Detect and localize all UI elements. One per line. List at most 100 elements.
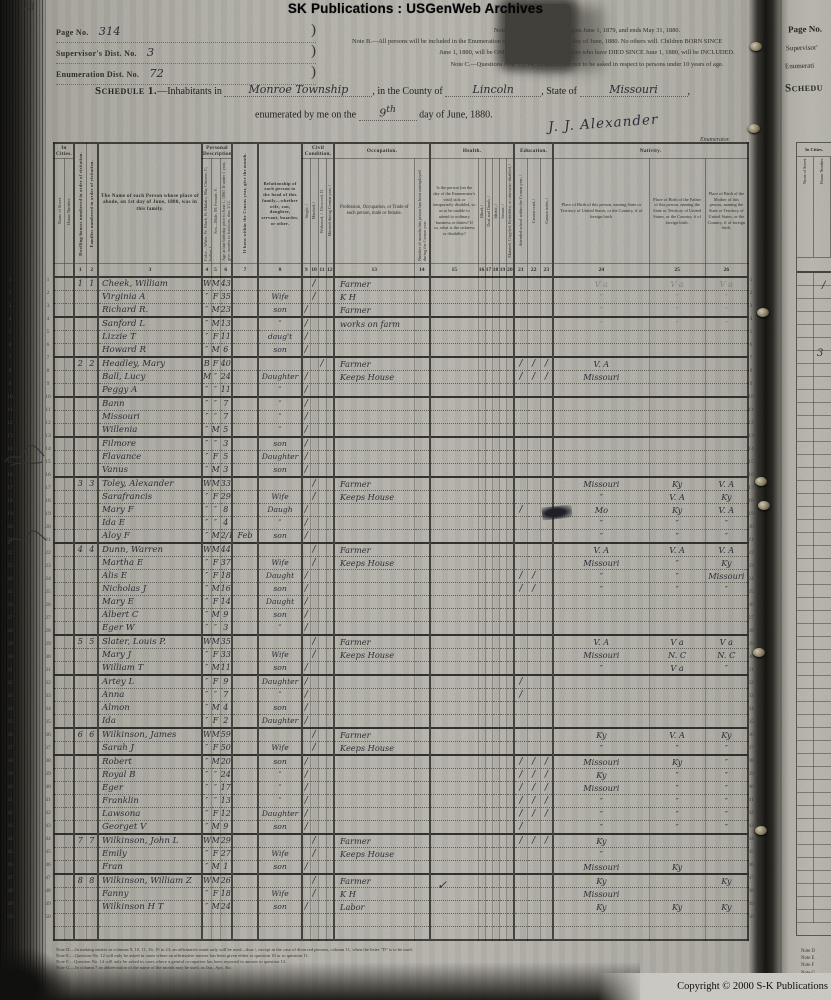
cell-family-no	[85, 556, 99, 570]
cell-sex: ″	[210, 436, 221, 451]
census-row: Missouri ″ ″ 7 ″ /	[53, 410, 749, 424]
cell-single: /	[301, 450, 311, 464]
cell-blind	[477, 370, 486, 384]
col-number: 5	[210, 263, 221, 278]
cell-father-birthplace: V. A	[648, 727, 706, 742]
cell-color: ″	[201, 741, 212, 755]
line-number: 18	[45, 498, 51, 504]
cell-birthplace	[552, 714, 650, 728]
cell-mother-birthplace: ″	[704, 820, 749, 834]
cell-dwelling-no	[73, 621, 87, 635]
group-header-row: In Cities. Dwelling-houses numbered in o…	[53, 142, 749, 264]
cell-months-unemployed	[413, 490, 432, 504]
line-number: 33	[45, 693, 51, 699]
cell-family-no	[85, 370, 99, 384]
cell-cannot-write	[539, 303, 555, 317]
cell-dwelling-no	[73, 741, 87, 755]
line-numbers-left: 1 2 3 4 5 6 7 8 9 10 11 12 13 14 15 16 17 18 19 20 21 22 23 24 2…	[42, 274, 54, 924]
cell-deaf-dumb	[484, 768, 493, 782]
cell-dwelling-no	[73, 860, 87, 874]
cell-family-no: 5	[85, 634, 99, 649]
cell-idiotic	[491, 476, 500, 491]
cell-dwelling-no	[73, 661, 87, 675]
cell-sickness	[429, 490, 479, 504]
cell-color: ″	[201, 556, 212, 570]
cell-widowed	[317, 529, 327, 543]
cell-single: /	[301, 383, 311, 397]
cell-attended-school	[513, 290, 528, 304]
cell-dwelling-no	[73, 503, 87, 517]
cell-dwelling-no: 2	[73, 356, 87, 371]
cell-maimed	[505, 833, 516, 848]
cell-birthplace	[552, 926, 650, 940]
cell-sickness	[429, 476, 479, 491]
cell-widowed	[317, 582, 327, 596]
cell-attended-school: /	[513, 503, 528, 517]
cell-age: 11	[219, 330, 234, 344]
cell-birth-month	[231, 860, 260, 874]
cell-attended-school	[513, 436, 528, 451]
cell-married-census-year	[325, 873, 336, 888]
cell-single	[301, 913, 311, 927]
cell-married-census-year	[325, 781, 336, 795]
cell-sickness	[429, 569, 479, 583]
cell-widowed	[317, 316, 327, 331]
cell-mother-birthplace	[704, 330, 749, 344]
cell-dwelling-no	[73, 648, 87, 662]
brace: )	[311, 43, 316, 59]
cell-color: ″	[201, 290, 212, 304]
cell-relationship: Daught	[257, 569, 304, 583]
cell-occupation: Farmer	[333, 276, 415, 291]
cell-mother-birthplace: Ky	[704, 556, 749, 570]
line-number: 39	[45, 771, 51, 777]
line-number: 28	[7, 628, 13, 634]
cell-insane	[498, 303, 507, 317]
cell-insane	[498, 476, 507, 491]
cell-dwelling-no	[73, 582, 87, 596]
cell-months-unemployed	[413, 556, 432, 570]
cell-widowed	[317, 688, 327, 702]
cell-relationship: son	[257, 608, 304, 622]
census-row: Lizzie T ″ F 11 daug't /	[53, 330, 749, 344]
cell-family-no	[85, 807, 99, 821]
cell-street	[53, 913, 65, 927]
cell-deaf-dumb	[484, 688, 493, 702]
col-header-24: Place of Birth of this person, naming St…	[552, 158, 650, 264]
cell-months-unemployed	[413, 529, 432, 543]
cell-sickness	[429, 714, 479, 728]
cell-occupation	[333, 714, 415, 728]
cell-father-birthplace: ″	[648, 303, 706, 317]
cell-attended-school	[513, 542, 528, 557]
cell-cannot-write	[539, 727, 555, 742]
col-header-14: Number of months this person has been un…	[413, 158, 432, 264]
cell-dwelling-no: 6	[73, 727, 87, 742]
cell-single: /	[301, 569, 311, 583]
line-number: 42	[7, 810, 13, 816]
cell-birth-month	[231, 781, 260, 795]
cell-family-no	[85, 661, 99, 675]
col-header-10-label: Married, /	[311, 202, 317, 220]
cell-attended-school	[513, 634, 528, 649]
col-header-20-label: Maimed, Crippled, Bedridden, or otherwis…	[507, 164, 513, 258]
cell-insane	[498, 503, 507, 517]
cell-relationship: ″	[257, 316, 304, 331]
cell-blind	[477, 608, 486, 622]
line-number: 50	[45, 914, 51, 920]
line-number: 33	[7, 693, 13, 699]
cell-maimed	[505, 490, 516, 504]
cell-relationship	[257, 476, 304, 491]
cell-relationship: ″	[257, 396, 304, 411]
cell-relationship: ″	[257, 768, 304, 782]
cell-cannot-write: /	[539, 370, 555, 384]
cell-cannot-read: /	[526, 833, 541, 848]
cell-family-no	[85, 674, 99, 689]
col-header-10: Married, /	[309, 158, 319, 264]
cell-blind	[477, 316, 486, 331]
cell-idiotic	[491, 887, 500, 901]
cell-family-no: 7	[85, 833, 99, 848]
cell-cannot-write	[539, 900, 555, 914]
cell-idiotic	[491, 926, 500, 940]
cell-months-unemployed	[413, 356, 432, 371]
census-row: Sarafrancis ″ F 29 Wife / Keeps House ″ …	[53, 490, 749, 504]
cell-family-no	[85, 503, 99, 517]
